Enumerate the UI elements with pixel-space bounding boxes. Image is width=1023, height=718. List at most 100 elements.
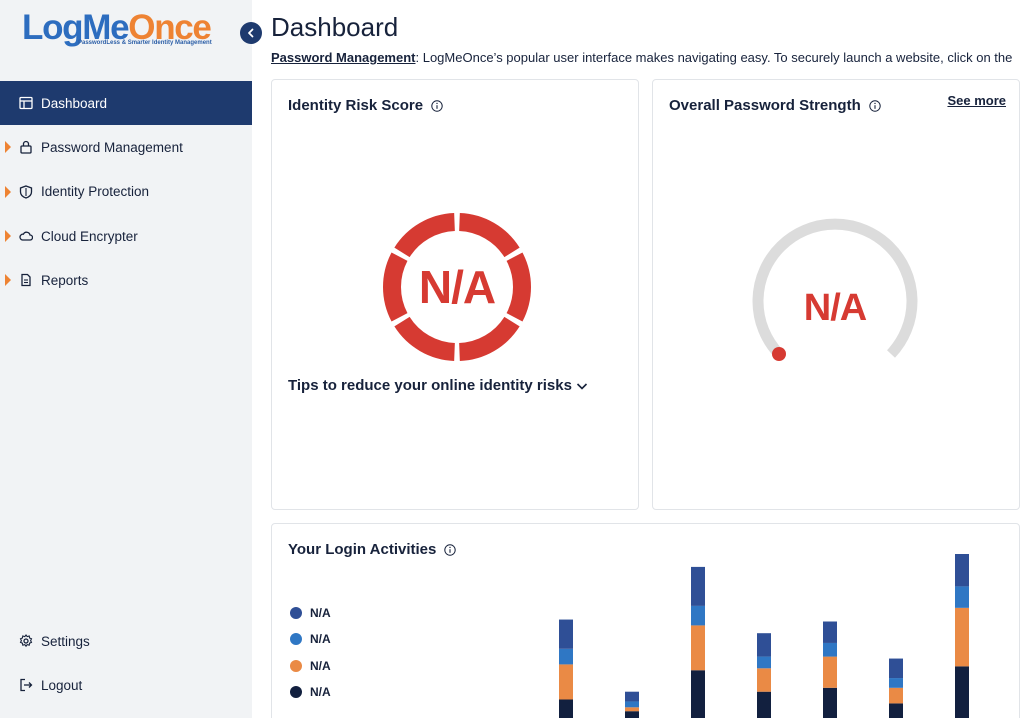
chart-bar-segment[interactable] [757,633,771,657]
expand-caret-icon[interactable] [5,274,11,287]
tips-label: Tips to reduce your online identity risk… [288,377,572,394]
legend-item: N/A [290,600,331,626]
legend-label: N/A [310,658,331,673]
chart-bar-segment[interactable] [625,701,639,708]
legend-item: N/A [290,679,331,705]
page-title: Dashboard [271,12,399,42]
sidebar-item-reports[interactable]: Reports [0,258,252,302]
logo[interactable]: LogMeOnce PasswordLess & Smarter Identit… [22,10,222,60]
password-strength-card: Overall Password Strength See more N/A [652,79,1020,510]
chart-bar-segment[interactable] [691,605,705,626]
chart-bar-segment[interactable] [889,687,903,704]
chart-bar-segment[interactable] [559,648,573,665]
sidebar-item-label: Password Management [41,139,183,155]
sidebar-item-label: Logout [41,677,83,693]
legend-label: N/A [310,606,331,621]
password-strength-title-row: Overall Password Strength [669,97,881,114]
chart-bar-segment[interactable] [559,699,573,718]
cloud-icon [19,231,33,241]
sidebar-item-label: Cloud Encrypter [41,228,138,244]
identity-risk-card: Identity Risk Score N/A Tips to reduce y… [271,79,639,510]
risk-tips-toggle[interactable]: Tips to reduce your online identity risk… [288,377,589,394]
legend-dot [290,607,302,620]
legend-label: N/A [310,685,331,700]
chart-bar-segment[interactable] [757,668,771,692]
legend-item: N/A [290,653,331,679]
chart-bar-segment[interactable] [757,691,771,718]
dashboard-icon [19,96,33,110]
logo-tagline: PasswordLess & Smarter Identity Manageme… [78,40,212,46]
chart-bar-segment[interactable] [889,658,903,679]
sidebar-item-dashboard[interactable]: Dashboard [0,81,252,126]
sidebar-item-label: Settings [41,633,90,649]
login-activities-card: Your Login Activities N/A N/A N/A N/A [271,523,1020,718]
password-strength-value: N/A [804,287,867,329]
legend-dot [290,659,302,672]
chart-bar-segment[interactable] [757,656,771,669]
info-icon[interactable] [869,99,881,112]
risk-ring-segment [506,252,531,322]
chart-bar-segment[interactable] [955,607,969,667]
risk-ring-segment [383,252,408,322]
sidebar-bottom-nav: Settings Logout [0,619,252,708]
sidebar-item-cloud-encrypter[interactable]: Cloud Encrypter [0,214,252,258]
sidebar: LogMeOnce PasswordLess & Smarter Identit… [0,0,252,718]
sidebar-item-password-management[interactable]: Password Management [0,125,252,169]
gear-icon [19,634,33,648]
chart-bar-segment[interactable] [823,656,837,688]
logout-icon [20,679,33,692]
sidebar-item-settings[interactable]: Settings [0,619,252,663]
chart-bar-segment[interactable] [559,664,573,700]
expand-caret-icon[interactable] [5,185,11,198]
expand-caret-icon[interactable] [5,230,11,243]
card-title: Overall Password Strength [669,97,861,114]
card-title: Identity Risk Score [288,97,424,114]
info-icon[interactable] [431,99,443,112]
chart-bar-segment[interactable] [889,678,903,688]
info-icon[interactable] [444,543,457,556]
legend-dot [290,686,302,699]
logo-wordmark: LogMeOnce [22,8,212,47]
see-more-link[interactable]: See more [947,93,1006,108]
expand-caret-icon[interactable] [5,141,11,154]
chart-bar-segment[interactable] [823,642,837,657]
login-activities-chart [559,554,969,718]
legend-dot [290,633,302,646]
sidebar-item-logout[interactable]: Logout [0,663,252,707]
chart-bar-segment[interactable] [691,566,705,606]
sidebar-item-label: Identity Protection [41,184,150,200]
risk-ring-segment [394,316,456,361]
identity-risk-title-row: Identity Risk Score [288,97,443,114]
risk-ring-segment [458,213,520,258]
document-icon [21,274,31,287]
login-activities-title-row: Your Login Activities [288,541,457,558]
intro-text: Password Management: LogMeOnce’s popular… [271,50,1023,65]
chart-bar-segment[interactable] [559,619,573,649]
strength-gauge-track [752,218,918,358]
chart-bar-segment[interactable] [625,711,639,718]
chart-bar-segment[interactable] [889,703,903,718]
risk-score-value: N/A [419,261,495,313]
sidebar-item-identity-protection[interactable]: Identity Protection [0,170,252,214]
chart-bar-segment[interactable] [625,691,639,702]
risk-ring-segment [458,316,520,361]
chart-bar-segment[interactable] [955,666,969,718]
chart-bar-segment[interactable] [823,687,837,718]
sidebar-item-label: Reports [41,272,89,288]
lock-icon [20,141,32,155]
chart-bar-segment[interactable] [691,670,705,718]
card-title: Your Login Activities [288,541,437,558]
chart-bar-segment[interactable] [955,586,969,608]
chevron-down-icon [576,382,588,390]
chart-bar-segment[interactable] [955,554,969,587]
sidebar-collapse-button[interactable] [240,22,262,44]
legend-item: N/A [290,626,331,652]
risk-score-gauge: N/A [383,213,531,361]
sidebar-nav: Dashboard Password Management Identity P… [0,81,252,302]
password-management-link[interactable]: Password Management [271,50,416,65]
chart-bar-segment[interactable] [625,707,639,712]
chart-bar-segment[interactable] [823,621,837,643]
chart-bar-segment[interactable] [691,625,705,671]
risk-ring [383,213,531,361]
chevron-left-icon [248,28,254,38]
